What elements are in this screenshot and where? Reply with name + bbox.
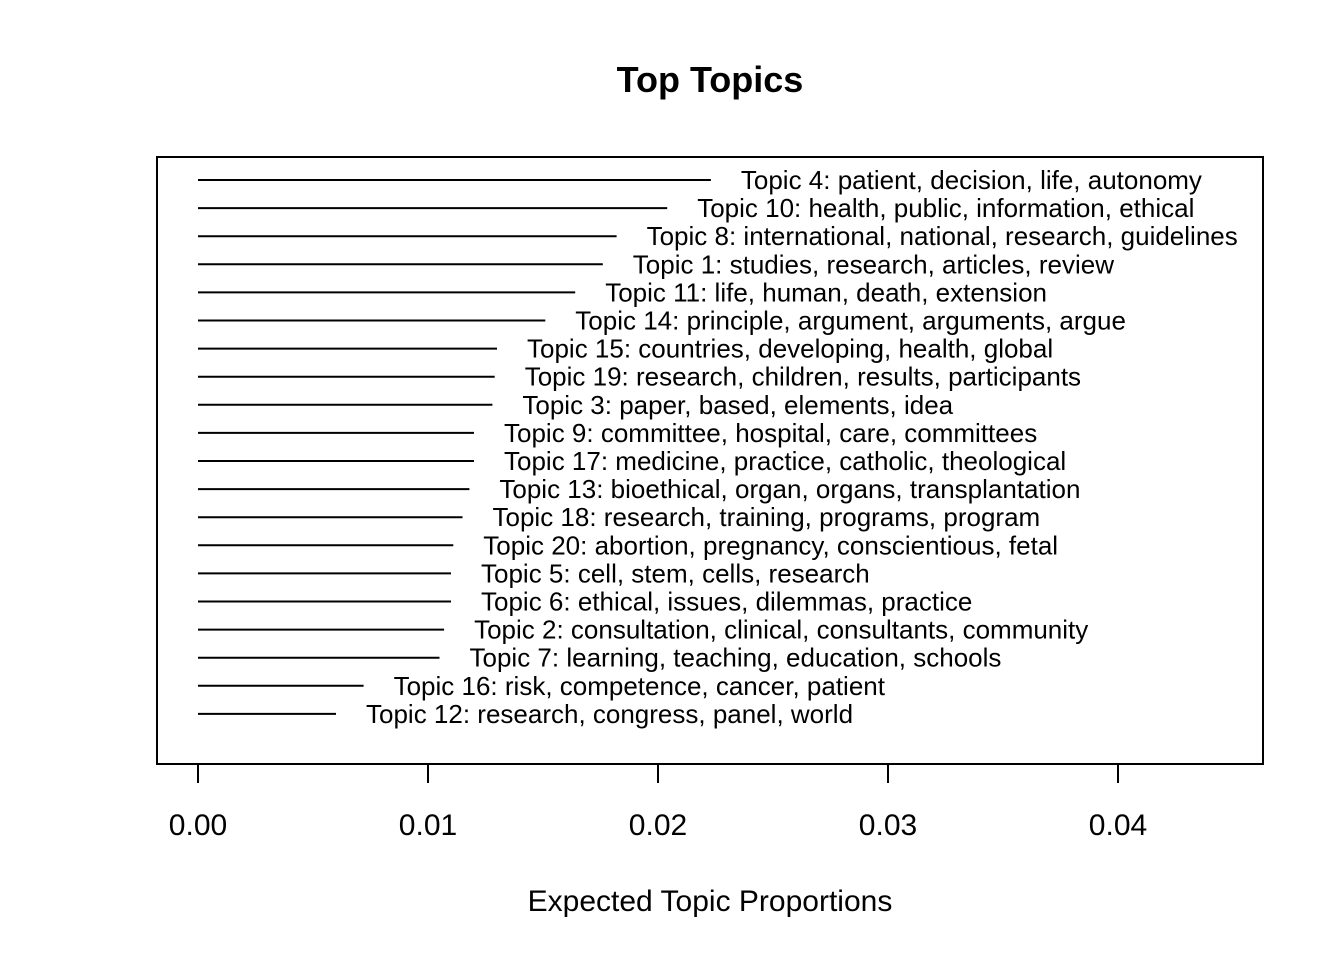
topic-label: Topic 5: cell, stem, cells, research (481, 558, 870, 588)
topic-label: Topic 14: principle, argument, arguments… (575, 306, 1126, 336)
topic-label: Topic 7: learning, teaching, education, … (470, 643, 1002, 673)
topic-label: Topic 6: ethical, issues, dilemmas, prac… (481, 587, 972, 617)
topic-label: Topic 18: research, training, programs, … (493, 502, 1041, 532)
chart-title: Top Topics (617, 59, 804, 100)
topic-label: Topic 3: paper, based, elements, idea (522, 390, 953, 420)
topic-label: Topic 2: consultation, clinical, consult… (474, 615, 1088, 645)
topic-label: Topic 8: international, national, resear… (647, 221, 1238, 251)
topic-label: Topic 13: bioethical, organ, organs, tra… (499, 474, 1080, 504)
topic-label: Topic 15: countries, developing, health,… (527, 334, 1053, 364)
topic-label: Topic 1: studies, research, articles, re… (633, 249, 1114, 279)
x-tick-label: 0.01 (399, 809, 457, 842)
topic-label: Topic 19: research, children, results, p… (525, 362, 1081, 392)
x-tick-label: 0.03 (859, 809, 917, 842)
topic-label: Topic 12: research, congress, panel, wor… (366, 699, 853, 729)
topic-label: Topic 17: medicine, practice, catholic, … (504, 446, 1066, 476)
topic-label: Topic 11: life, human, death, extension (605, 277, 1047, 307)
x-tick-label: 0.04 (1089, 809, 1147, 842)
topic-label: Topic 4: patient, decision, life, autono… (741, 165, 1202, 195)
topic-label: Topic 20: abortion, pregnancy, conscient… (483, 530, 1058, 560)
topic-label: Topic 9: committee, hospital, care, comm… (504, 418, 1037, 448)
x-axis-label: Expected Topic Proportions (528, 885, 893, 918)
x-tick-label: 0.00 (169, 809, 227, 842)
topic-label: Topic 16: risk, competence, cancer, pati… (394, 671, 886, 701)
topic-label: Topic 10: health, public, information, e… (697, 193, 1194, 223)
x-tick-label: 0.02 (629, 809, 687, 842)
x-axis: 0.00 0.01 0.02 0.03 0.04 (169, 763, 1147, 842)
series-group: Topic 4: patient, decision, life, autono… (198, 165, 1238, 729)
